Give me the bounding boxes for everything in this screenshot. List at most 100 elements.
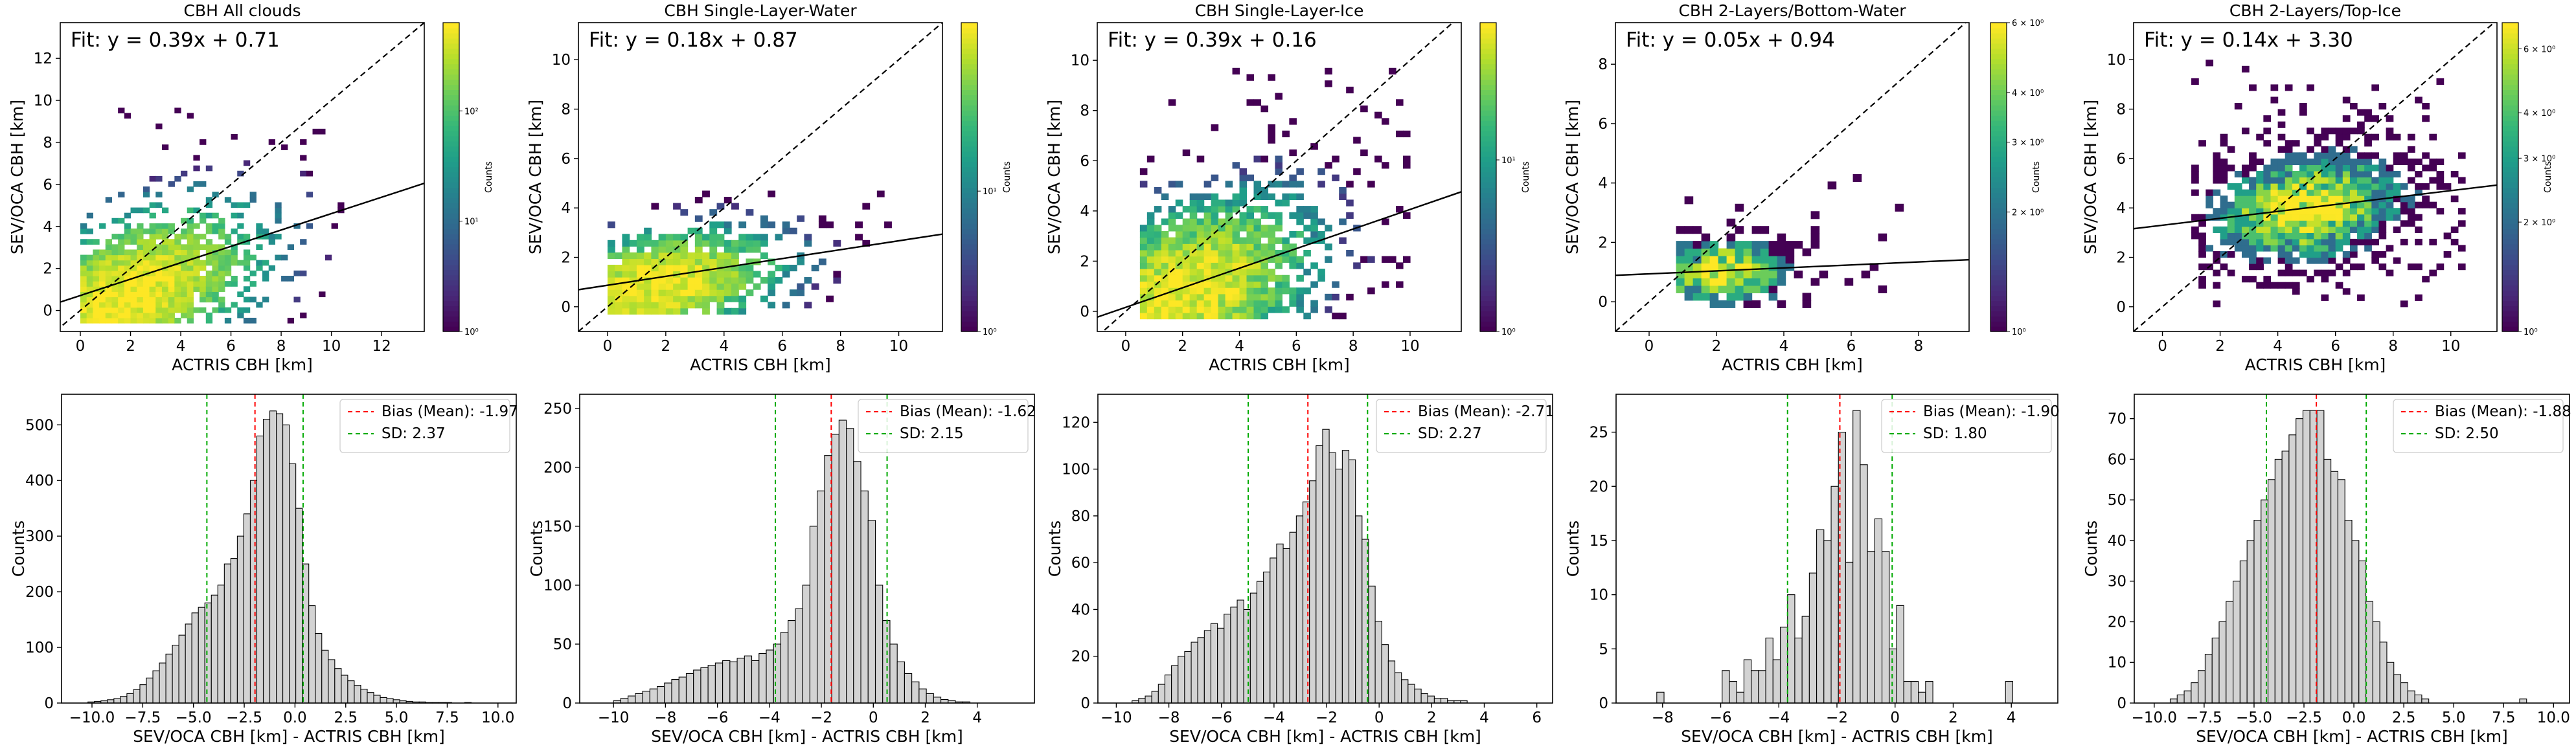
density-cell	[2292, 282, 2300, 289]
density-cell	[2314, 269, 2322, 276]
density-cell	[746, 209, 754, 216]
density-cell	[1175, 281, 1183, 288]
density-cell	[1827, 181, 1837, 190]
density-cell	[1189, 262, 1198, 269]
density-cell	[1246, 99, 1255, 106]
density-cell	[1246, 249, 1255, 257]
density-cell	[319, 128, 326, 135]
density-cell	[105, 244, 113, 251]
density-cells	[2134, 23, 2497, 331]
density-cell	[2328, 208, 2336, 215]
legend-sd-label: SD: 2.27	[1418, 425, 1482, 442]
density-cell	[651, 246, 659, 253]
legend-sd-label: SD: 1.80	[1923, 425, 1987, 442]
density-cell	[80, 312, 87, 319]
density-cell	[724, 307, 732, 315]
density-cell	[2342, 214, 2351, 221]
density-cell	[1735, 226, 1744, 234]
colorbar-tick-label: 10⁰	[2012, 328, 2026, 337]
y-tick-label: 40	[2108, 533, 2126, 550]
density-cell	[687, 271, 696, 278]
density-cell	[130, 302, 137, 308]
density-cell	[1239, 174, 1248, 181]
density-cell	[1232, 287, 1240, 295]
density-cell	[2220, 226, 2228, 233]
colorbar-segment	[1480, 48, 1496, 54]
density-cell	[181, 170, 188, 177]
density-cell	[716, 234, 725, 241]
density-cell	[1154, 230, 1162, 238]
density-cell	[2400, 220, 2408, 227]
density-cell	[1325, 225, 1332, 232]
density-cell	[2213, 251, 2221, 258]
colorbar-segment	[961, 259, 977, 265]
density-cell	[1146, 287, 1155, 295]
density-cell	[1268, 249, 1276, 257]
density-cell	[193, 155, 200, 161]
histogram-bar	[860, 490, 869, 704]
density-cell	[1232, 300, 1240, 307]
density-cell	[2191, 177, 2199, 184]
density-cell	[694, 215, 703, 222]
density-cell	[709, 252, 718, 260]
density-cell	[687, 295, 696, 302]
density-cell	[1168, 300, 1176, 307]
density-cell	[218, 296, 225, 303]
histogram-bar	[223, 563, 231, 704]
x-tick-label: 12	[372, 338, 391, 355]
density-cell	[168, 229, 175, 234]
density-cell	[2357, 183, 2365, 190]
colorbar-segment	[961, 295, 977, 301]
density-cell	[80, 302, 87, 308]
density-cell	[709, 277, 718, 284]
histogram-bar	[1341, 450, 1350, 704]
density-cell	[651, 283, 659, 290]
density-cell	[2213, 158, 2221, 166]
density-cell	[256, 244, 263, 251]
density-cell	[702, 289, 710, 296]
density-cell	[2357, 201, 2365, 208]
density-cell	[1253, 281, 1262, 288]
density-cell	[2429, 201, 2437, 208]
colorbar-segment	[2502, 187, 2518, 194]
density-cell	[2335, 214, 2343, 221]
density-cell	[2314, 208, 2322, 215]
density-cell	[2292, 189, 2300, 196]
density-cell	[2393, 257, 2401, 264]
colorbar-tick-label: 6 × 10⁰	[2524, 45, 2555, 54]
density-cell	[1325, 80, 1332, 87]
density-cell	[2307, 196, 2314, 203]
density-cell	[2400, 196, 2408, 203]
density-cell	[1382, 118, 1389, 125]
density-cell	[1310, 300, 1318, 307]
plot-frame	[579, 394, 1035, 704]
density-cell	[2335, 201, 2343, 208]
density-cell	[2299, 220, 2307, 227]
colorbar-segment	[2502, 156, 2518, 162]
colorbar-segment	[1480, 105, 1496, 111]
histogram-bar	[744, 655, 753, 704]
density-cell	[833, 277, 841, 284]
colorbar-segment	[2502, 38, 2518, 44]
density-cell	[2277, 177, 2286, 184]
density-cell	[1684, 196, 1694, 205]
colorbar-segment	[443, 161, 459, 168]
density-cell	[212, 296, 219, 303]
colorbar-segment	[443, 140, 459, 147]
density-cell	[1203, 206, 1212, 213]
colorbar-segment	[1480, 238, 1496, 245]
density-cell	[137, 270, 144, 276]
histogram-bar	[2344, 520, 2353, 704]
colorbar-segment	[1480, 130, 1496, 137]
density-cell	[124, 223, 131, 229]
density-cell	[768, 271, 776, 278]
density-cell	[1726, 263, 1736, 271]
density-cell	[636, 258, 644, 265]
density-cell	[2256, 133, 2264, 140]
density-cell	[2335, 208, 2343, 215]
density-cell	[218, 270, 225, 276]
histogram-bar	[249, 480, 258, 704]
density-cell	[2457, 245, 2466, 252]
density-cell	[1211, 281, 1219, 288]
density-cell	[1325, 67, 1332, 75]
